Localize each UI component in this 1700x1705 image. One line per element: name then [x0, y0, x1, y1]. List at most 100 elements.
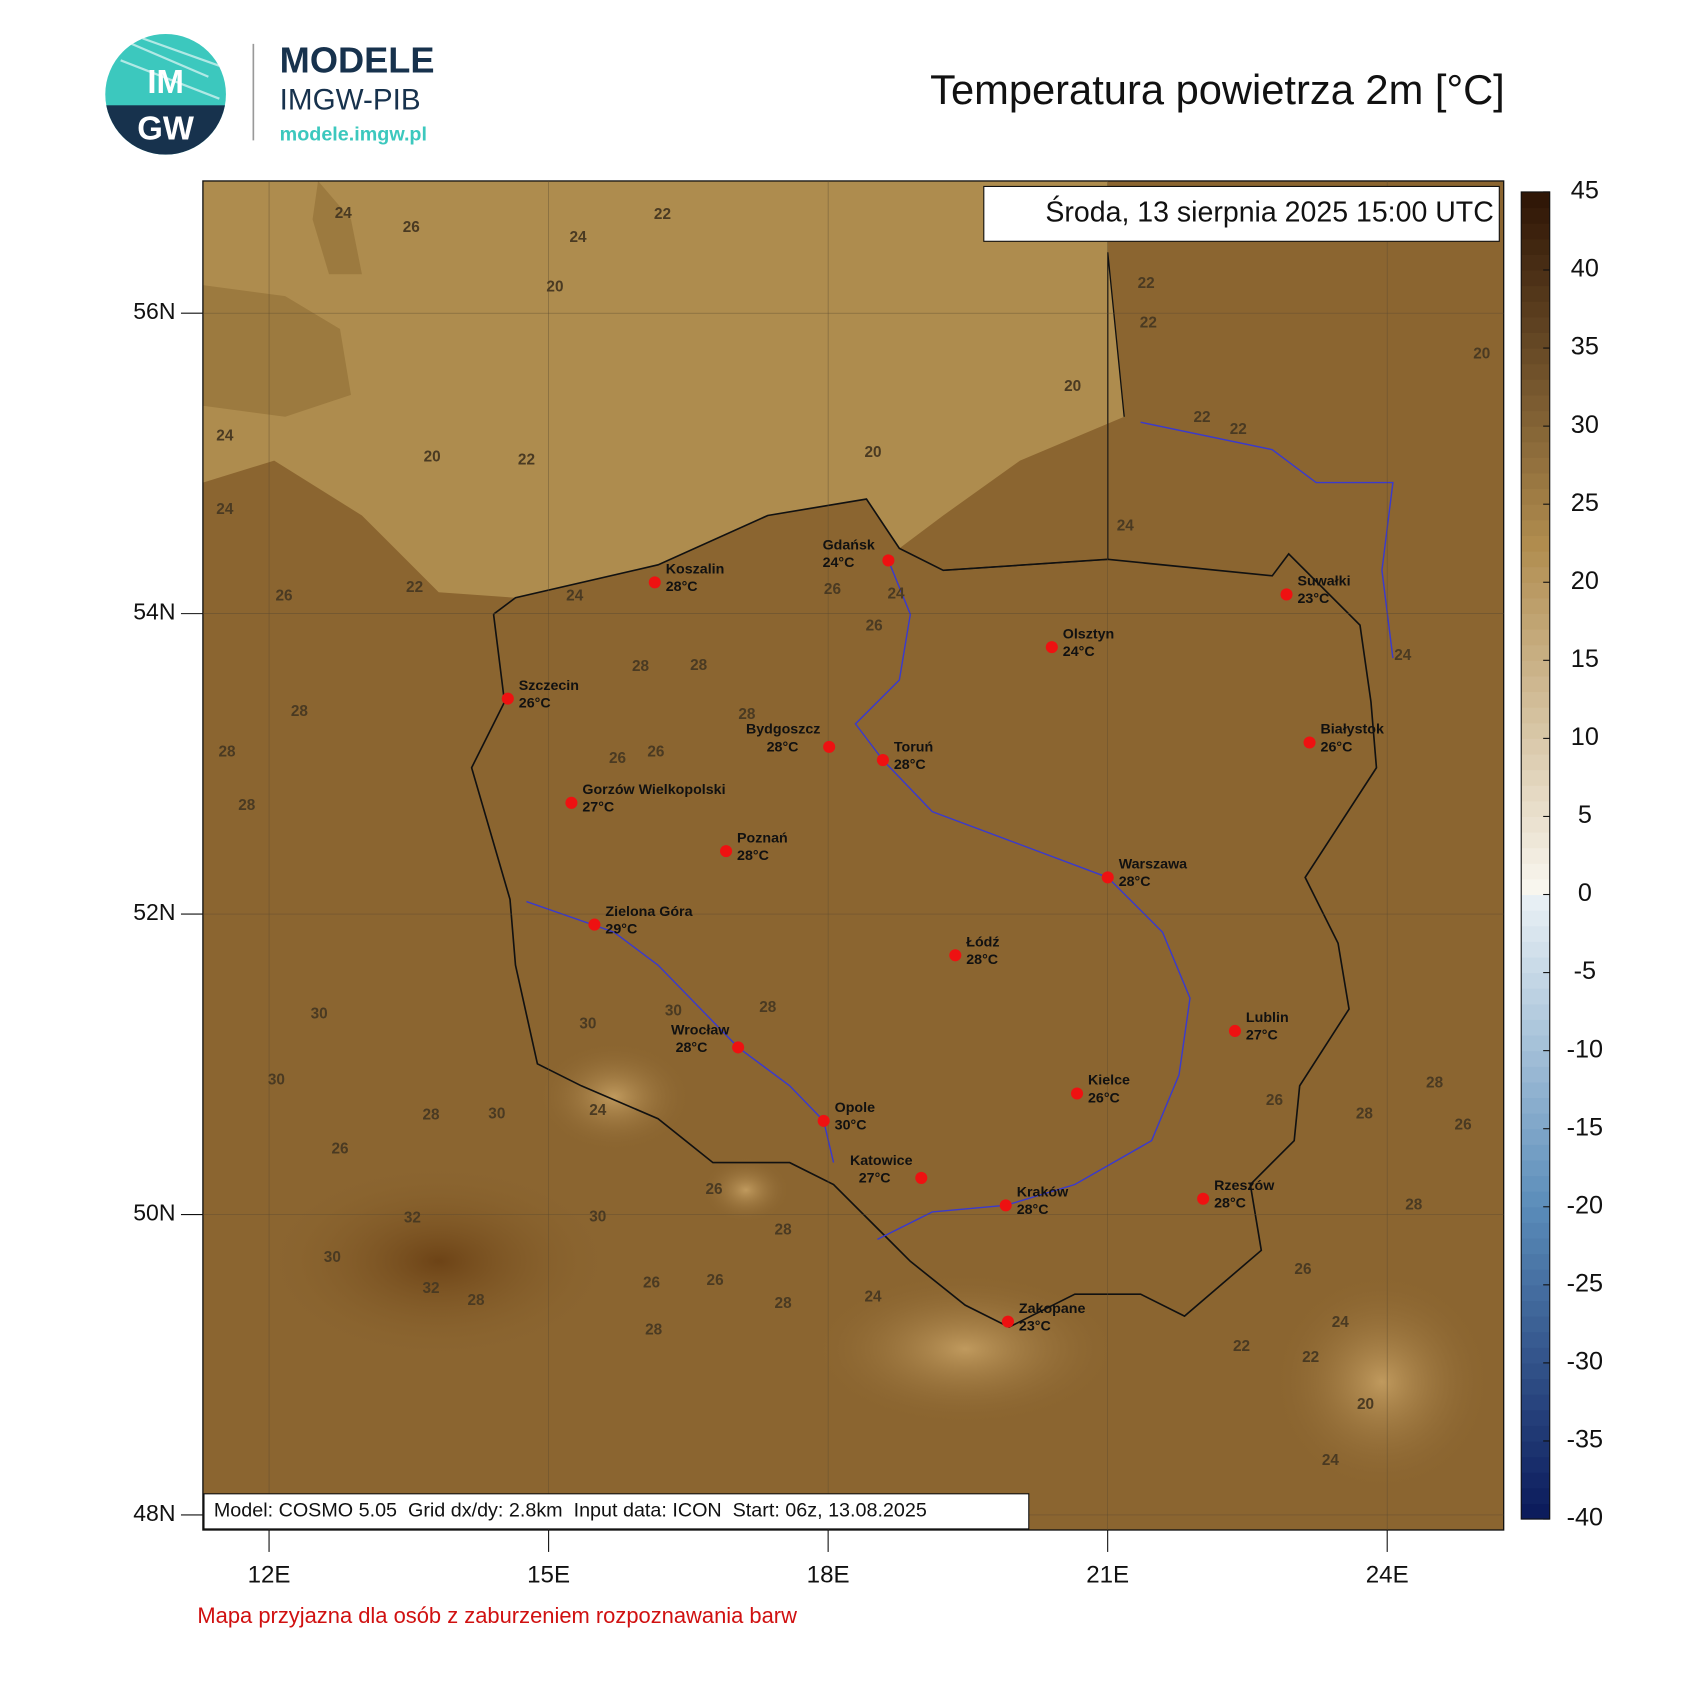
colorbar-band: [1521, 535, 1550, 552]
colorbar-band: [1521, 1081, 1550, 1099]
contour-label: 28: [1405, 1196, 1423, 1213]
contour-label: 20: [546, 278, 563, 295]
colorbar-band: [1521, 472, 1550, 490]
city-name: Szczecin: [519, 678, 579, 694]
contour-label: 22: [1230, 421, 1247, 438]
city-name: Zakopane: [1019, 1301, 1086, 1317]
colorbar-band: [1521, 1237, 1550, 1255]
contour-label: 28: [1426, 1075, 1444, 1092]
city-name: Suwałki: [1297, 574, 1350, 590]
colorbar-band: [1521, 629, 1550, 646]
colorbar-band: [1521, 207, 1550, 224]
colorbar-band: [1521, 972, 1550, 989]
city-temp: 28°C: [676, 1040, 708, 1056]
colorbar-frame: [1520, 191, 1551, 1520]
city-name: Poznań: [737, 830, 788, 846]
colorbar-band: [1521, 956, 1550, 974]
city-temp: 28°C: [666, 579, 698, 595]
contour-label: 22: [1302, 1349, 1319, 1366]
city-temp: 28°C: [767, 739, 799, 755]
city-temp: 29°C: [605, 921, 637, 937]
colorbar-band: [1521, 722, 1550, 739]
x-tick-label: 15E: [527, 1562, 570, 1589]
colorbar-band: [1521, 832, 1550, 849]
contour-label: 28: [738, 706, 756, 723]
colorbar-band: [1521, 1097, 1550, 1114]
city-temp: 27°C: [859, 1170, 891, 1186]
x-tick-label: 18E: [807, 1562, 850, 1589]
contour-label: 22: [406, 579, 423, 596]
city-temp: 26°C: [1321, 739, 1353, 755]
colorbar-label: -40: [1567, 1504, 1603, 1532]
colorbar-band: [1521, 379, 1550, 396]
city-name: Białystok: [1321, 722, 1384, 738]
city-name: Olsztyn: [1063, 626, 1114, 642]
x-tick-label: 12E: [248, 1562, 291, 1589]
colorbar-band: [1521, 1440, 1550, 1458]
colorbar-band: [1521, 613, 1550, 630]
map: [202, 180, 1504, 1530]
contour-label: 30: [311, 1006, 328, 1023]
colorbar-band: [1521, 270, 1550, 287]
contour-label: 20: [1064, 378, 1081, 395]
colorbar-band: [1521, 941, 1550, 958]
colorbar-band: [1521, 738, 1550, 755]
colorbar-label: 15: [1571, 645, 1599, 673]
colorbar-band: [1521, 1206, 1550, 1223]
map-frame: [202, 180, 1505, 1531]
city-dot: [999, 1199, 1012, 1212]
colorbar-band: [1521, 1050, 1550, 1067]
valid-time: Środa, 13 sierpnia 2025 15:00 UTC: [1045, 195, 1493, 228]
logo-text: GW: [137, 109, 195, 146]
city-dot: [817, 1114, 830, 1127]
colorbar-band: [1521, 285, 1550, 302]
city-temp: 30°C: [835, 1118, 867, 1134]
city-temp: 23°C: [1297, 591, 1329, 607]
city-temp: 28°C: [737, 848, 769, 864]
colorbar-band: [1521, 504, 1550, 521]
city-name: Kielce: [1088, 1073, 1130, 1089]
colorbar-band: [1521, 894, 1550, 911]
model-info: Model: COSMO 5.05 Grid dx/dy: 2.8km Inpu…: [214, 1500, 927, 1522]
contour-label: 32: [422, 1280, 439, 1297]
colorbar-band: [1521, 1316, 1550, 1333]
colorbar-band: [1521, 1394, 1550, 1411]
city-temp: 23°C: [1019, 1318, 1051, 1334]
contour-label: 24: [888, 586, 906, 603]
colorbar-band: [1521, 863, 1550, 880]
colorbar-band: [1521, 1487, 1550, 1504]
city-name: Bydgoszcz: [746, 722, 820, 738]
city-dot: [565, 796, 578, 809]
colorbar-band: [1521, 707, 1550, 724]
contour-label: 30: [589, 1208, 606, 1225]
y-tick-label: 54N: [133, 599, 175, 625]
colorbar-label: -30: [1567, 1348, 1603, 1376]
colorbar-band: [1521, 660, 1550, 677]
contour-label: 28: [645, 1321, 663, 1338]
contour-label: 28: [218, 743, 236, 760]
contour-label: 20: [864, 444, 881, 461]
contour-label: 30: [579, 1015, 596, 1032]
colorbar-band: [1521, 816, 1550, 833]
contour-label: 26: [609, 750, 626, 767]
colorbar-band: [1521, 1191, 1550, 1208]
y-tick-label: 56N: [133, 298, 175, 324]
contour-label: 24: [216, 501, 234, 518]
colorbar-label: 35: [1571, 333, 1599, 361]
city-dot: [1303, 736, 1316, 749]
colorbar-label: -5: [1574, 957, 1596, 985]
colorbar-label: -10: [1567, 1035, 1603, 1063]
url[interactable]: modele.imgw.pl: [280, 123, 427, 145]
colorbar-label: 20: [1571, 567, 1599, 595]
colorbar-band: [1521, 597, 1550, 615]
city-name: Warszawa: [1119, 857, 1188, 873]
colorbar-band: [1521, 691, 1550, 708]
city-temp: 27°C: [1246, 1028, 1278, 1044]
city-dot: [823, 740, 836, 753]
contour-label: 28: [238, 797, 256, 814]
colorbar-band: [1521, 488, 1550, 505]
city-dot: [1197, 1192, 1210, 1205]
colorbar-band: [1521, 1066, 1550, 1083]
x-tick-label: 21E: [1086, 1562, 1129, 1589]
contour-label: 20: [424, 448, 441, 465]
